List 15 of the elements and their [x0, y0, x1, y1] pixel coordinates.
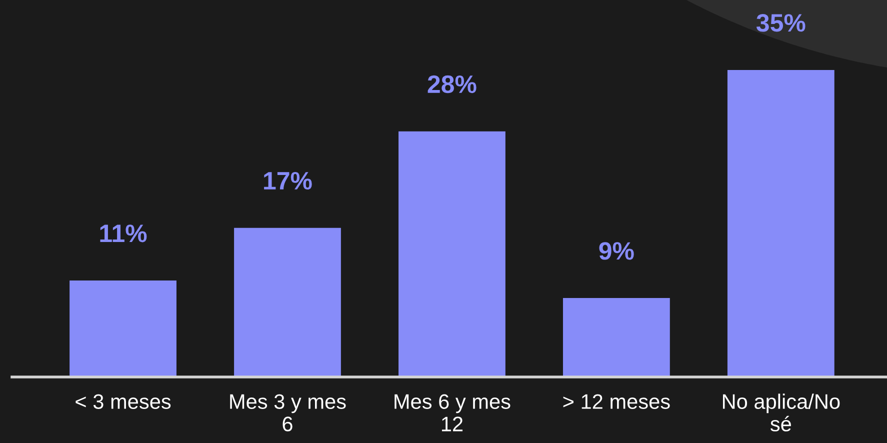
data-label: 28%: [428, 75, 476, 94]
data-label: 9%: [599, 242, 634, 260]
bar: [727, 70, 834, 377]
x-tick-label: Mes 3 y mes 6: [230, 394, 346, 432]
bar: [70, 280, 176, 377]
x-tick-label: Mes 6 y mes 12: [394, 394, 510, 432]
data-label: 11%: [100, 224, 147, 242]
data-label: 17%: [264, 172, 312, 190]
x-tick-label: No aplica/No sé: [722, 394, 840, 432]
x-tick-label: < 3 meses: [76, 394, 171, 409]
x-tick-label: > 12 meses: [563, 394, 670, 409]
bar: [562, 298, 670, 377]
bar: [398, 131, 506, 377]
bar: [234, 228, 341, 377]
data-label: 35%: [756, 14, 806, 32]
